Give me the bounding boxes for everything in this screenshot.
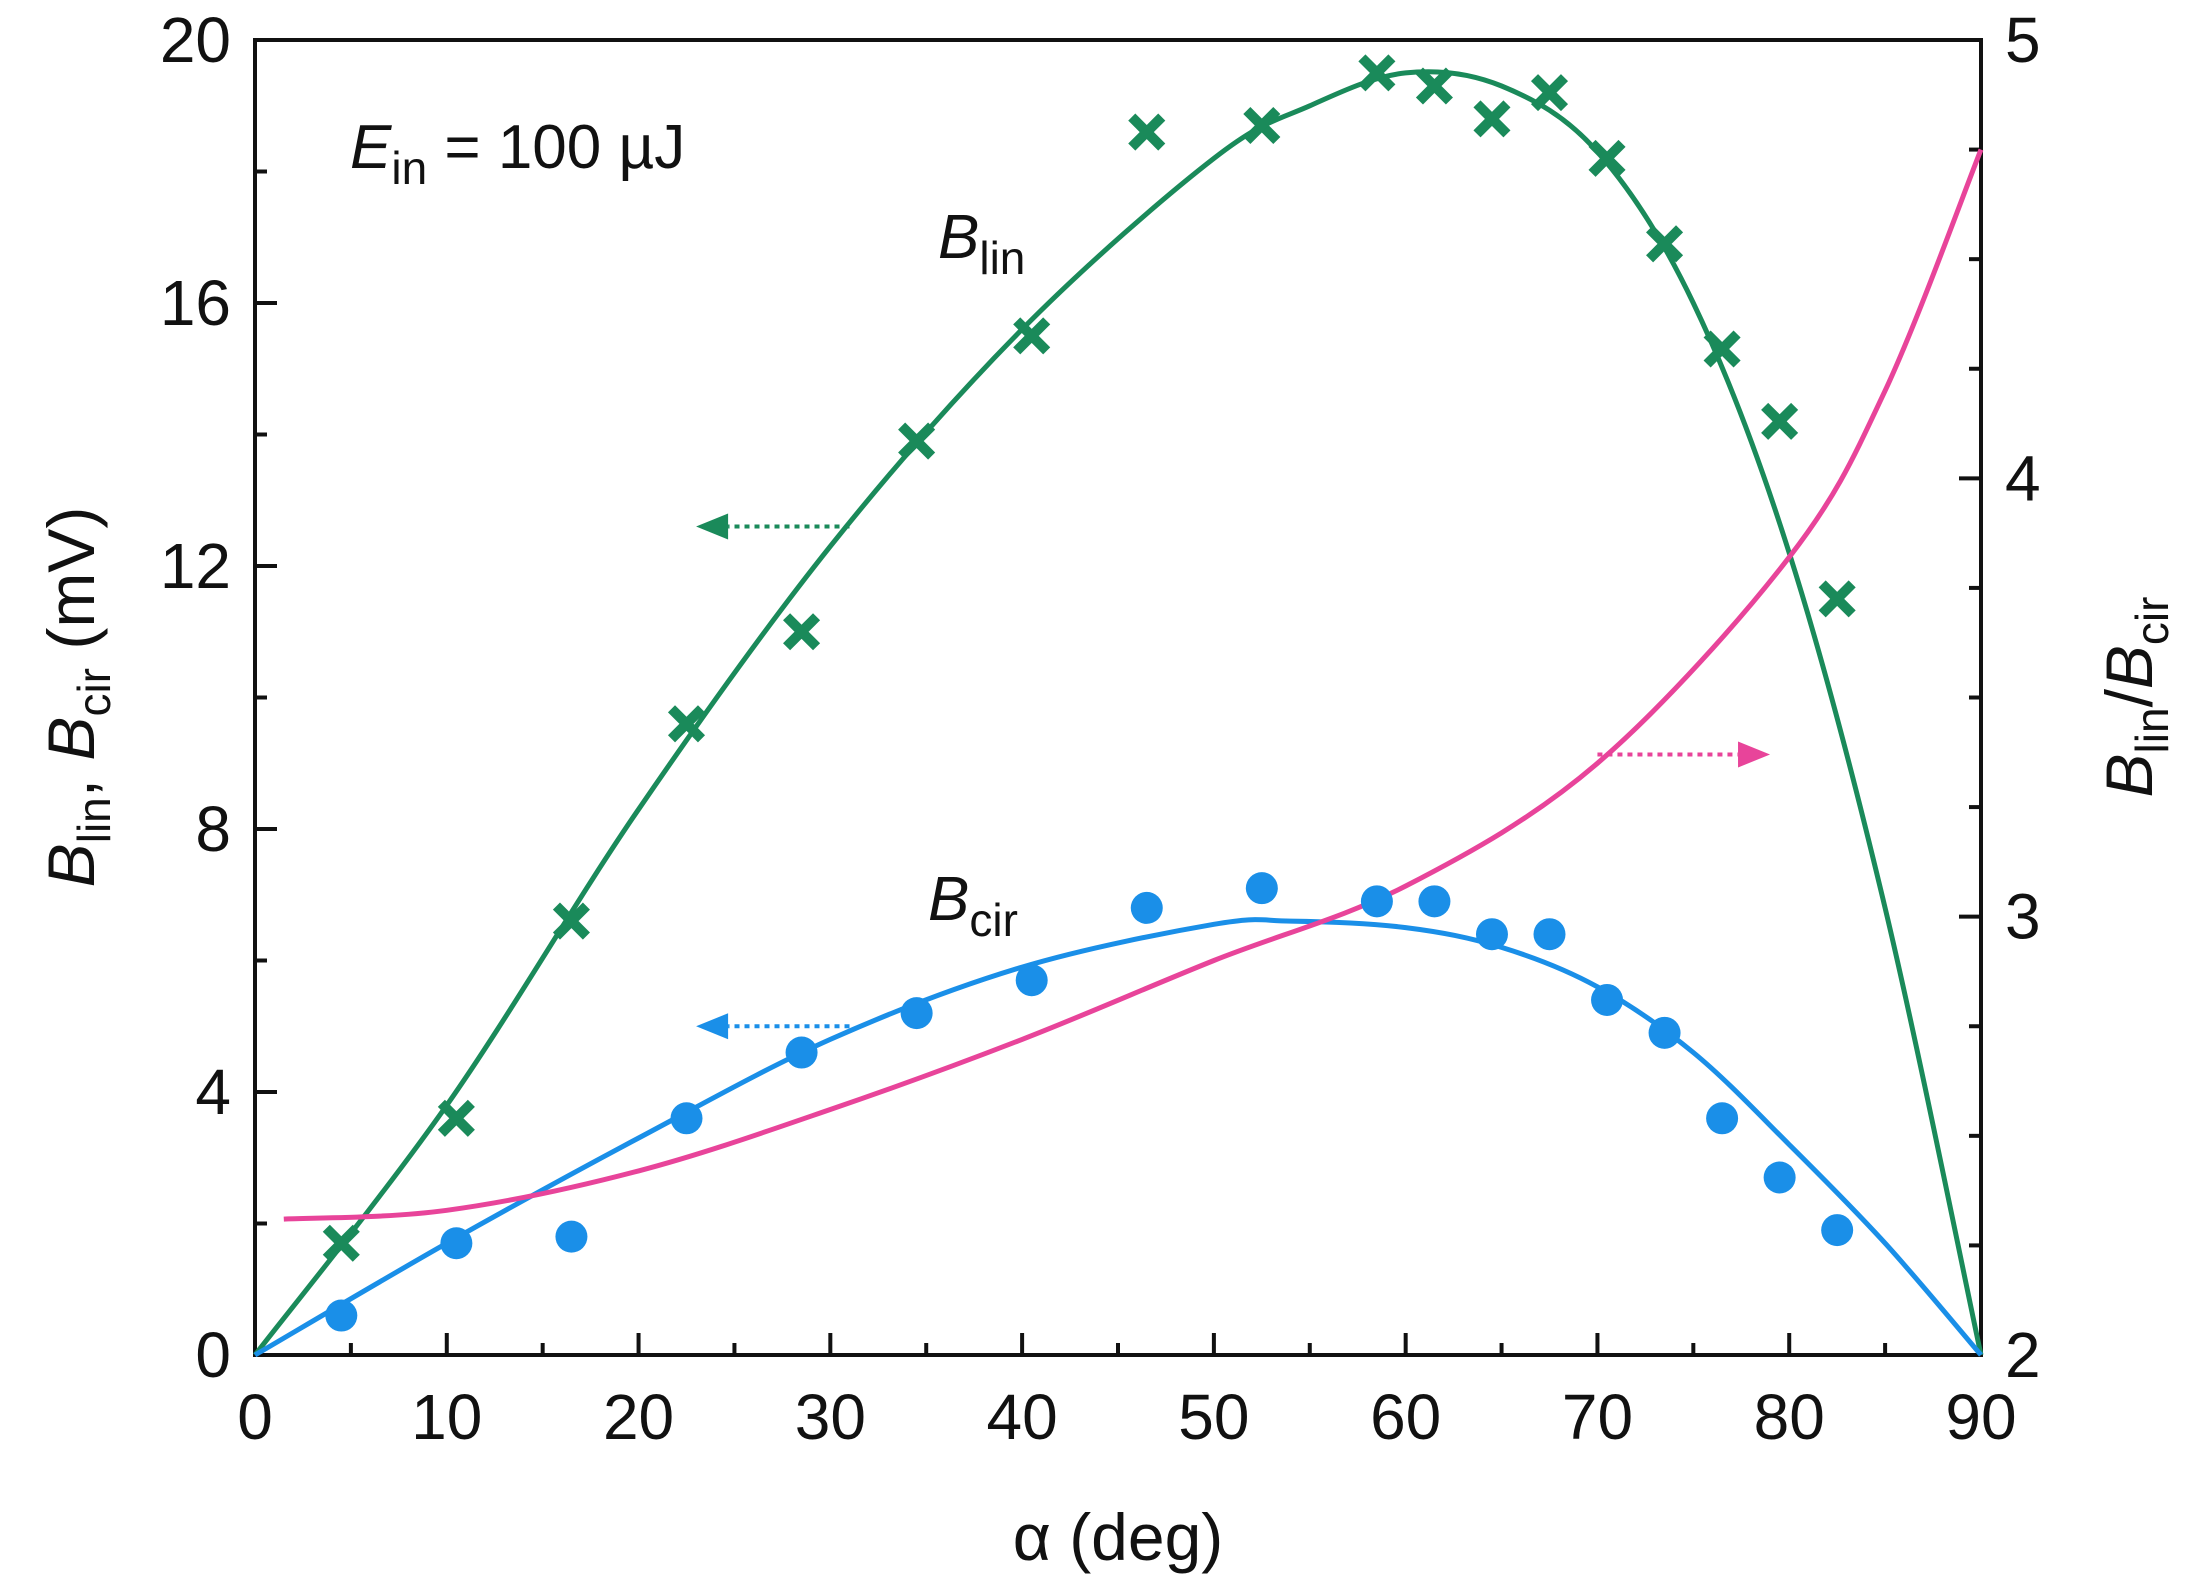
- b-cir-point: [1245, 872, 1278, 905]
- y-right-tick-label: 4: [2005, 442, 2041, 514]
- b-lin-point: [552, 902, 590, 940]
- b-lin-point: [1530, 74, 1569, 112]
- x-tick-label: 50: [1178, 1381, 1249, 1453]
- x-tick-label: 30: [795, 1381, 866, 1453]
- x-tick-label: 60: [1370, 1381, 1441, 1453]
- b-cir-point: [1360, 885, 1393, 918]
- b-lin-point: [898, 422, 936, 460]
- b-lin-point: [1473, 100, 1511, 138]
- b-cir-point: [1763, 1161, 1796, 1194]
- b-lin-point: [1128, 113, 1166, 151]
- y-right-axis-label: Blin/Bcir: [2092, 597, 2178, 798]
- b-cir-point: [1533, 918, 1566, 951]
- fit-curves: [253, 69, 1984, 1358]
- b-lin-point: [1243, 106, 1281, 145]
- x-tick-label: 40: [987, 1381, 1058, 1453]
- b-cir-point: [1418, 885, 1451, 918]
- b-lin-point: [1761, 402, 1799, 440]
- x-tick-label: 20: [603, 1381, 674, 1453]
- chart-text: Ein = 100 µJ Blin Bcir α (deg) Blin, Bcir (m…: [34, 113, 2178, 1574]
- y-right-tick-label: 3: [2005, 881, 2041, 953]
- b-lin-point: [1703, 330, 1741, 368]
- y-right-tick-label: 2: [2005, 1319, 2041, 1391]
- b-cir-point: [1821, 1214, 1854, 1247]
- x-axis-label: α (deg): [1013, 1500, 1224, 1574]
- b-cir-point: [555, 1220, 588, 1253]
- y-left-tick-label: 12: [160, 530, 231, 602]
- y-left-tick-label: 0: [195, 1319, 231, 1391]
- b-lin-point: [1013, 317, 1051, 355]
- fit-curve-b-cir-fit: [253, 917, 1983, 1358]
- x-tick-label: 90: [1945, 1381, 2016, 1453]
- b-lin-arrow: [696, 513, 850, 540]
- y-left-tick-label: 20: [160, 4, 231, 76]
- y-left-tick-label: 16: [160, 267, 231, 339]
- b-cir-point: [1706, 1102, 1739, 1135]
- x-tick-label: 10: [411, 1381, 482, 1453]
- y-right-tick-label: 5: [2005, 4, 2041, 76]
- b-cir-point: [1475, 918, 1508, 951]
- b-cir-point: [1648, 1016, 1681, 1049]
- b-cir-arrow: [696, 1013, 850, 1040]
- b-lin-point: [437, 1099, 475, 1137]
- b-cir-point: [670, 1102, 703, 1135]
- b-lin-label: Blin: [938, 203, 1025, 284]
- b-lin-point: [1358, 54, 1396, 92]
- b-lin-point: [322, 1224, 360, 1262]
- fit-curve-b-lin-b-cir: [283, 148, 1984, 1222]
- y-left-tick-label: 8: [195, 793, 231, 865]
- b-cir-point: [1591, 983, 1624, 1016]
- series-arrows: [696, 513, 1771, 1040]
- b-lin-point: [1818, 580, 1856, 618]
- b-lin-point: [1588, 139, 1626, 177]
- x-tick-label: 0: [237, 1381, 273, 1453]
- b-lin-point: [667, 705, 706, 743]
- b-cir-point: [1130, 891, 1163, 924]
- b-cir-point: [325, 1299, 358, 1332]
- axis-ticks: 0 10 20 30 40 50 60 70 80 90 0 4 8 12 16 20 2 3 4 5: [160, 4, 2041, 1453]
- x-tick-label: 80: [1754, 1381, 1825, 1453]
- b-cir-point: [440, 1227, 473, 1260]
- data-markers: [322, 54, 1856, 1332]
- ratio-arrow: [1597, 741, 1771, 768]
- b-cir-label: Bcir: [928, 865, 1018, 946]
- b-cir-point: [785, 1036, 818, 1069]
- b-cir-point: [1015, 964, 1048, 997]
- y-left-axis-label: Blin, Bcir (mV): [34, 507, 120, 888]
- fit-curve-b-lin-fit: [253, 69, 1984, 1357]
- energy-annotation: Ein = 100 µJ: [350, 113, 685, 194]
- b-cir-point: [900, 997, 933, 1030]
- y-left-tick-label: 4: [195, 1056, 231, 1128]
- b-lin-point: [1646, 225, 1684, 263]
- b-lin-point: [1415, 67, 1453, 105]
- x-tick-label: 70: [1562, 1381, 1633, 1453]
- b-lin-point: [783, 613, 821, 651]
